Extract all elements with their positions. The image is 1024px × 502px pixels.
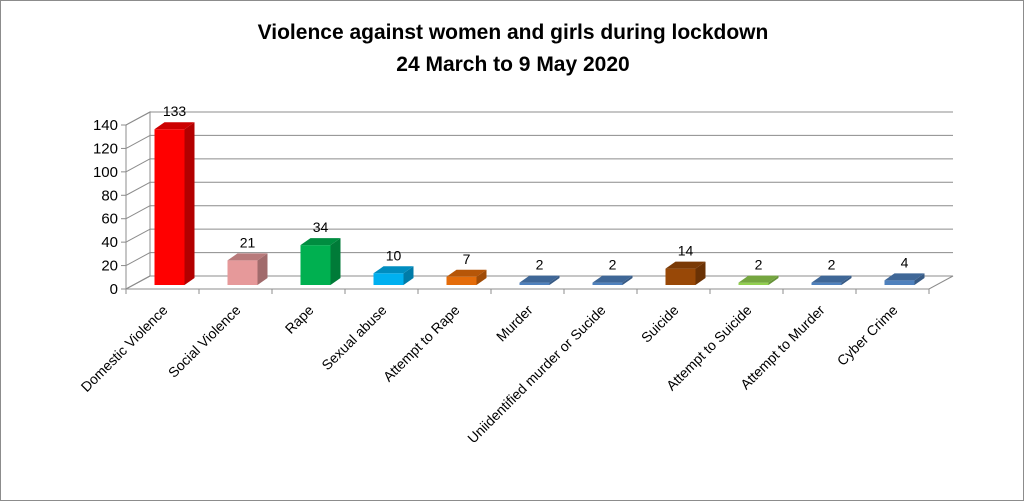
data-label: 34 — [313, 219, 329, 235]
data-label: 2 — [828, 257, 836, 273]
bar-top — [300, 238, 341, 246]
gridline-side — [125, 111, 151, 126]
bars — [154, 122, 925, 285]
bar-top — [884, 273, 925, 281]
bar — [665, 261, 706, 285]
bar — [373, 266, 414, 285]
y-tick-label: 40 — [101, 234, 118, 251]
bar-front — [227, 260, 258, 285]
bar — [519, 275, 560, 285]
data-label: 10 — [386, 247, 402, 263]
gridlines — [125, 111, 953, 290]
data-labels: 133 21 34 10 7 2 2 14 2 2 4 — [163, 103, 909, 272]
data-label: 21 — [240, 234, 256, 250]
bar-side — [330, 238, 341, 285]
bar-front — [884, 280, 915, 285]
gridline-side — [125, 158, 151, 173]
gridline-side — [125, 275, 151, 290]
bar — [884, 273, 925, 285]
gridline-side — [125, 181, 151, 196]
bar-top — [446, 269, 487, 277]
gridline-side — [125, 228, 151, 243]
gridline-side — [125, 252, 151, 267]
category-label: Rape — [282, 302, 317, 337]
data-label: 2 — [536, 257, 544, 273]
data-label: 2 — [609, 257, 617, 273]
bar — [227, 253, 268, 285]
data-label: 4 — [901, 254, 909, 270]
y-axis-ticks: 0 20 40 60 80 100 120 140 — [93, 117, 127, 298]
category-label: Murder — [493, 302, 536, 345]
bar-front — [738, 282, 769, 285]
category-label: Cyber Crime — [834, 302, 901, 369]
bar-front — [811, 282, 842, 285]
bar — [300, 238, 341, 285]
y-tick-label: 20 — [101, 258, 118, 275]
data-label: 14 — [678, 243, 694, 259]
gridline-side — [125, 205, 151, 220]
category-label: Domestic Violence — [78, 302, 171, 395]
bar-top — [373, 266, 414, 274]
bar-top — [592, 275, 633, 283]
category-label: Sexual abuse — [318, 302, 389, 373]
bar-front — [373, 273, 404, 285]
bar-front — [592, 282, 623, 285]
bar-top — [154, 122, 195, 130]
category-label: Attempt to Rape — [380, 302, 463, 385]
y-tick-label: 0 — [110, 281, 118, 298]
y-tick-label: 100 — [93, 164, 118, 181]
bar-side — [403, 266, 414, 285]
y-tick-label: 140 — [93, 117, 118, 134]
y-tick-label: 120 — [93, 140, 118, 157]
bar-top — [227, 253, 268, 261]
category-label: Suicide — [638, 302, 682, 346]
bar-front — [519, 282, 550, 285]
bar-top — [738, 275, 779, 283]
bar — [446, 269, 487, 285]
bar-front — [154, 129, 185, 285]
chart-subtitle: 24 March to 9 May 2020 — [396, 53, 629, 76]
gridline-side — [125, 134, 151, 149]
bar-side — [768, 275, 779, 285]
bar — [154, 122, 195, 285]
bar-side — [695, 261, 706, 285]
left-wall — [125, 111, 151, 290]
bar-front — [300, 245, 331, 285]
data-label: 7 — [463, 251, 471, 267]
y-tick-label: 80 — [101, 187, 118, 204]
data-label: 2 — [755, 257, 763, 273]
bar-side — [622, 275, 633, 285]
bar-front — [446, 276, 477, 285]
chart-title: Violence against women and girls during … — [258, 21, 769, 44]
bar — [811, 275, 852, 285]
bar-top — [811, 275, 852, 283]
bar-side — [257, 253, 268, 285]
bar — [738, 275, 779, 285]
bar-top — [519, 275, 560, 283]
category-label: Uniidentified murder or Sucide — [464, 302, 609, 447]
bar — [592, 275, 633, 285]
bar-side — [184, 122, 195, 285]
bar-top — [665, 261, 706, 269]
data-label: 133 — [163, 103, 187, 119]
bar-side — [549, 275, 560, 285]
bar-side — [476, 269, 487, 285]
bar-front — [665, 268, 696, 285]
category-label: Social Violence — [165, 302, 244, 381]
y-tick-label: 60 — [101, 211, 118, 228]
bar-side — [914, 273, 925, 285]
bar-side — [841, 275, 852, 285]
